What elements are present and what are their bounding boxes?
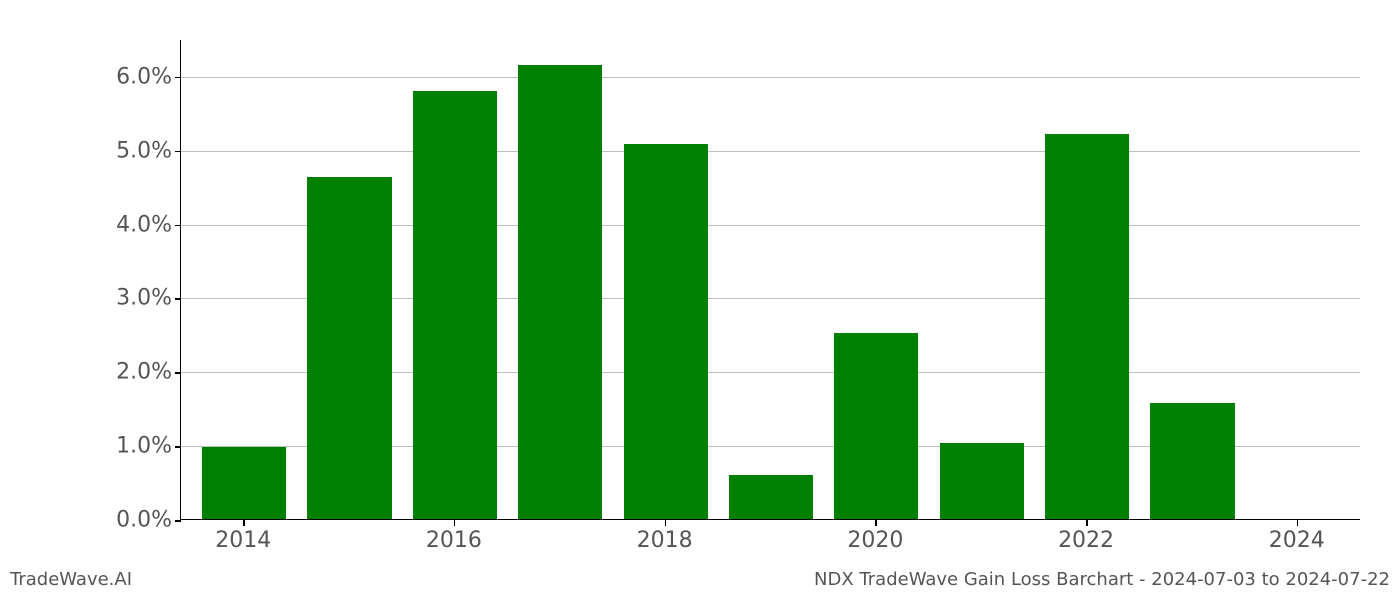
y-tick-mark [175, 372, 181, 374]
y-tick-label: 2.0% [72, 360, 172, 385]
x-tick-label: 2014 [203, 528, 283, 553]
bar [518, 65, 602, 519]
bar [307, 177, 391, 519]
bar [834, 333, 918, 519]
bar [940, 443, 1024, 519]
x-tick-label: 2022 [1046, 528, 1126, 553]
bar [1045, 134, 1129, 519]
y-tick-mark [175, 225, 181, 227]
y-tick-label: 3.0% [72, 286, 172, 311]
y-tick-mark [175, 151, 181, 153]
x-tick-label: 2016 [414, 528, 494, 553]
footer-right-text: NDX TradeWave Gain Loss Barchart - 2024-… [814, 569, 1390, 590]
bar [1150, 403, 1234, 519]
bar [729, 475, 813, 519]
y-tick-mark [175, 446, 181, 448]
footer-left-text: TradeWave.AI [10, 569, 132, 590]
x-tick-mark [665, 520, 667, 526]
x-tick-mark [1086, 520, 1088, 526]
y-tick-mark [175, 298, 181, 300]
x-tick-label: 2018 [625, 528, 705, 553]
gridline [181, 151, 1360, 152]
bar [624, 144, 708, 519]
x-tick-mark [875, 520, 877, 526]
x-tick-label: 2020 [835, 528, 915, 553]
x-tick-mark [1297, 520, 1299, 526]
bar [202, 447, 286, 519]
gridline [181, 77, 1360, 78]
y-tick-label: 4.0% [72, 212, 172, 237]
x-tick-mark [243, 520, 245, 526]
y-tick-mark [175, 77, 181, 79]
y-tick-label: 6.0% [72, 64, 172, 89]
y-tick-label: 0.0% [72, 508, 172, 533]
y-tick-mark [175, 520, 181, 522]
bar [413, 91, 497, 519]
y-tick-label: 5.0% [72, 138, 172, 163]
x-tick-label: 2024 [1257, 528, 1337, 553]
y-tick-label: 1.0% [72, 434, 172, 459]
chart-plot-area [180, 40, 1360, 520]
x-tick-mark [454, 520, 456, 526]
